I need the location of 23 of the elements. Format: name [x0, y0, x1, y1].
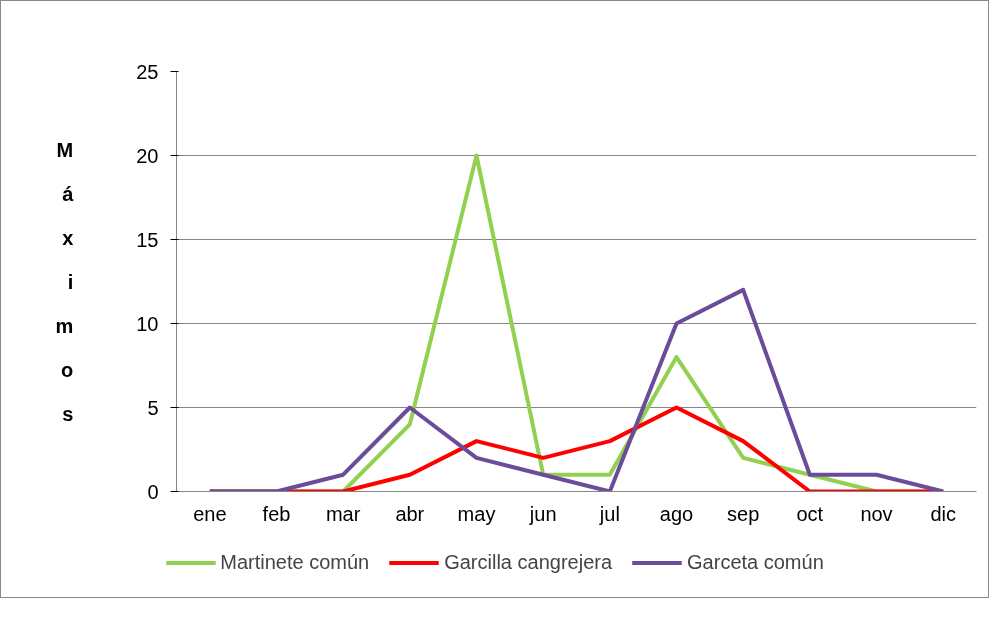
x-tick-label: jun — [528, 502, 557, 525]
x-tick-label: ago — [659, 502, 694, 525]
legend-label: Garceta común — [687, 550, 824, 574]
line-series — [207, 287, 946, 492]
y-axis-title: Máximos — [55, 138, 75, 425]
y-tick-label: 25 — [136, 60, 159, 83]
x-tick-label: oct — [796, 502, 824, 525]
x-tick-label: abr — [395, 502, 425, 525]
x-tick-label: may — [457, 502, 496, 525]
y-tick-label: 15 — [136, 228, 159, 251]
x-tick-label: mar — [325, 502, 361, 525]
legend-label: Garcilla cangrejera — [444, 550, 613, 574]
x-tick-label: jul — [598, 502, 620, 525]
y-tick-label: 10 — [136, 312, 159, 335]
y-tick-label: 5 — [147, 396, 159, 419]
x-tick-label: sep — [727, 502, 760, 525]
x-tick-label: nov — [860, 502, 893, 525]
x-tick-label: dic — [930, 502, 956, 525]
y-tick-label: 20 — [136, 144, 159, 167]
x-tick-label: feb — [262, 502, 291, 525]
legend-label: Martinete común — [220, 550, 370, 574]
x-tick-label: ene — [193, 502, 227, 525]
y-tick-label: 0 — [147, 480, 159, 503]
